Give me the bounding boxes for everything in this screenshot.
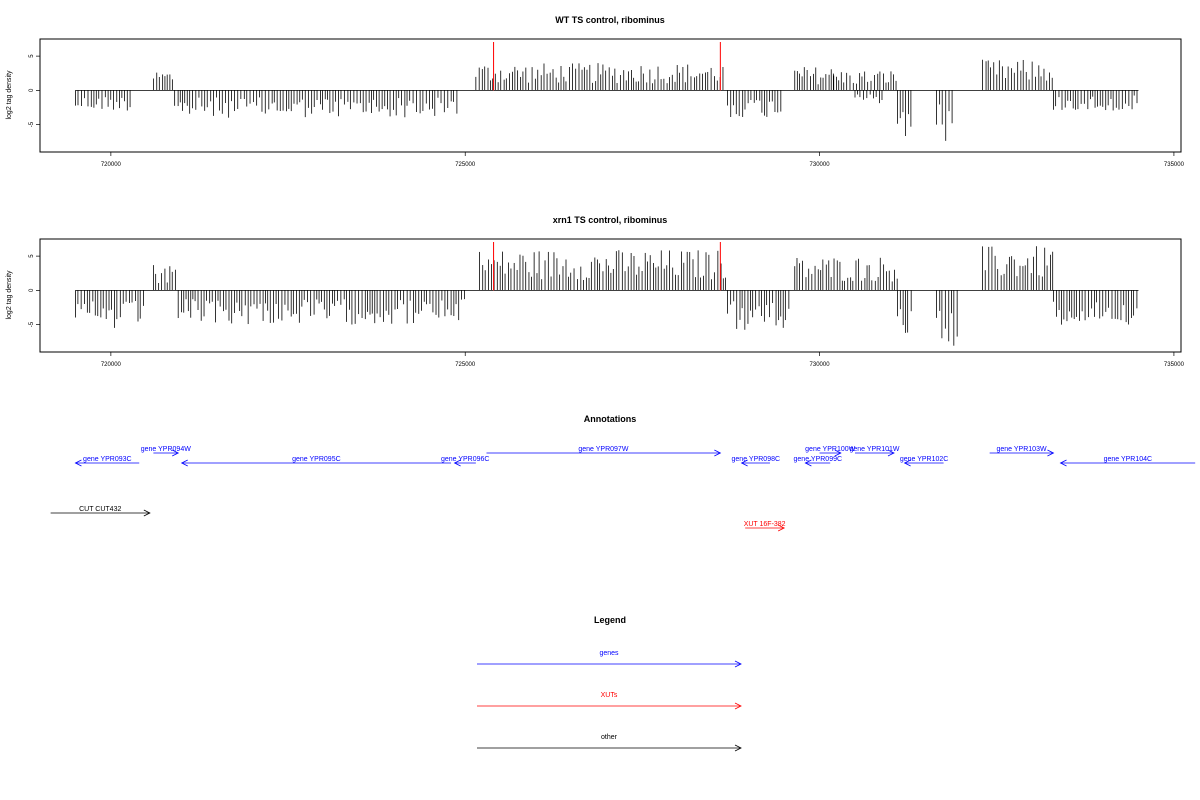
- y-tick-label: -5: [29, 321, 35, 327]
- x-tick-label: 725000: [455, 162, 476, 168]
- x-tick-label: 720000: [101, 362, 122, 368]
- wt-plot-frame: [39, 38, 1182, 153]
- wt-track-title: WT TS control, ribominus: [555, 15, 665, 25]
- feature-arrow-head: [740, 459, 748, 467]
- x-tick-label: 725000: [455, 362, 476, 368]
- feature-label: gene YPR096C: [441, 456, 490, 463]
- feature-arrow-head: [1059, 459, 1067, 467]
- y-tick-label: -5: [29, 121, 35, 127]
- feature-label: gene YPR101W: [849, 446, 899, 453]
- feature-label: CUT CUT432: [79, 506, 121, 513]
- feature-arrow-head: [887, 449, 895, 457]
- feature-label: gene YPR093C: [83, 456, 132, 463]
- legend-label: genes: [599, 650, 619, 657]
- feature-label: gene YPR103W: [997, 446, 1047, 453]
- feature-label: gene YPR098C: [732, 456, 781, 463]
- legend-label: other: [601, 734, 618, 741]
- feature-arrow-head: [1047, 449, 1055, 457]
- feature-label: gene YPR100W: [805, 446, 855, 453]
- feature-label: gene YPR104C: [1104, 456, 1153, 463]
- feature-label: gene YPR094W: [141, 446, 191, 453]
- annotations-title: Annotations: [584, 414, 637, 424]
- x-tick-label: 735000: [1164, 362, 1185, 368]
- feature-label: gene YPR097W: [578, 446, 628, 453]
- x-tick-label: 730000: [810, 362, 831, 368]
- feature-label: gene YPR095C: [292, 456, 341, 463]
- xrn1-track-panel: xrn1 TS control, ribominus log2 tag dens…: [6, 215, 1185, 368]
- wt-y-axis-label: log2 tag density: [6, 70, 13, 120]
- xrn1-bars: [75, 242, 1139, 346]
- wt-bars: [75, 42, 1139, 141]
- y-tick-label: 0: [29, 88, 35, 92]
- feature-arrow-head: [180, 459, 188, 467]
- feature-arrow-head: [834, 449, 842, 457]
- feature-arrow-head: [714, 449, 722, 457]
- y-tick-label: 0: [29, 288, 35, 292]
- feature-arrow-head: [777, 524, 786, 532]
- y-tick-label: 5: [29, 54, 35, 58]
- legend-title: Legend: [594, 615, 626, 625]
- feature-label: XUT 16F-382: [744, 521, 786, 528]
- feature-arrow-head: [143, 509, 151, 517]
- feature-arrow-head: [172, 449, 180, 457]
- feature-arrow-head: [903, 459, 911, 467]
- xrn1-plot-frame: [39, 238, 1182, 353]
- legend-arrow-head: [734, 660, 742, 668]
- x-tick-label: 730000: [810, 162, 831, 168]
- feature-arrow-head: [453, 459, 461, 467]
- legend-label: XUTs: [601, 692, 618, 699]
- legend-entries: genes XUTs other: [477, 650, 742, 752]
- xrn1-track-title: xrn1 TS control, ribominus: [553, 215, 668, 225]
- feature-arrow-head: [804, 459, 812, 467]
- feature-label: gene YPR102C: [900, 456, 949, 463]
- feature-arrow-head: [74, 459, 82, 467]
- x-tick-label: 720000: [101, 162, 122, 168]
- feature-label: gene YPR099C: [794, 456, 843, 463]
- wt-track-panel: WT TS control, ribominus log2 tag densit…: [6, 15, 1185, 168]
- wt-axes: 720000 725000 730000 735000 -5 0 5: [29, 54, 1185, 168]
- legend-arrow-head: [734, 702, 742, 710]
- xrn1-axes: 720000 725000 730000 735000 -5 0 5: [29, 254, 1185, 368]
- annotation-features: gene YPR093C gene YPR094W gene YPR095C gene…: [50, 446, 1196, 532]
- x-tick-label: 735000: [1164, 162, 1185, 168]
- xrn1-y-axis-label: log2 tag density: [6, 270, 13, 320]
- legend-arrow-head: [734, 744, 742, 752]
- y-tick-label: 5: [29, 254, 35, 258]
